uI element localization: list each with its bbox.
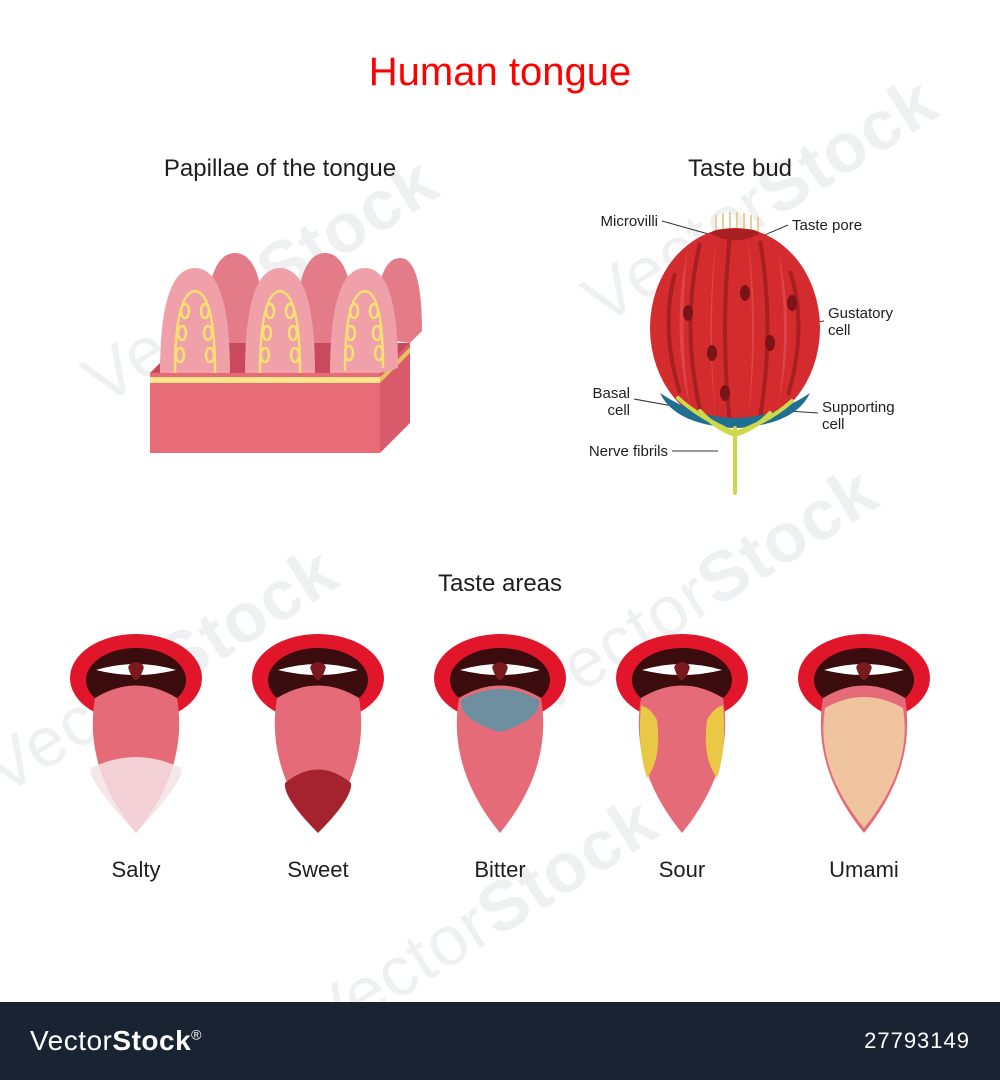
mouth-item-sour: Sour [607, 628, 757, 883]
tastearea-title: Taste areas [0, 570, 1000, 598]
footer-brand-light: Vector [30, 1025, 112, 1056]
tastebud-label-nerve: Nerve fibrils [589, 443, 668, 460]
mouth-item-sweet: Sweet [243, 628, 393, 883]
tongue-salty-icon [61, 628, 211, 838]
footer-brand-bold: Stock [112, 1025, 191, 1056]
reg-mark: ® [191, 1027, 202, 1043]
footer-stock-id: 27793149 [864, 1028, 970, 1054]
mouth-row: Salty Sweet Bitter [0, 628, 1000, 883]
papillae-diagram [130, 203, 430, 463]
mouth-item-salty: Salty [61, 628, 211, 883]
mouth-label: Sweet [243, 857, 393, 883]
tastebud-title: Taste bud [560, 155, 920, 183]
tastebud-label-supporting: Supportingcell [822, 399, 912, 433]
tastebud-section: Taste bud [560, 155, 920, 503]
tastebud-label-basal: Basalcell [570, 385, 630, 419]
papillae-title: Papillae of the tongue [120, 155, 440, 183]
tastebud-label-tastepore: Taste pore [792, 217, 862, 234]
tongue-sweet-icon [243, 628, 393, 838]
mouth-label: Salty [61, 857, 211, 883]
tongue-sour-icon [607, 628, 757, 838]
mouth-item-umami: Umami [789, 628, 939, 883]
tongue-umami-icon [789, 628, 939, 838]
tongue-bitter-icon [425, 628, 575, 838]
mouth-label: Umami [789, 857, 939, 883]
mouth-label: Bitter [425, 857, 575, 883]
footer-bar: VectorStock® 27793149 [0, 1002, 1000, 1080]
footer-brand: VectorStock® [30, 1025, 202, 1057]
mouth-label: Sour [607, 857, 757, 883]
tastearea-section: Taste areas Salty Swee [0, 570, 1000, 883]
papillae-section: Papillae of the tongue [120, 155, 440, 463]
tastebud-label-microvilli: Microvilli [601, 213, 659, 230]
page-title: Human tongue [0, 50, 1000, 95]
tastebud-label-gustatory: Gustatorycell [828, 305, 908, 339]
mouth-item-bitter: Bitter [425, 628, 575, 883]
